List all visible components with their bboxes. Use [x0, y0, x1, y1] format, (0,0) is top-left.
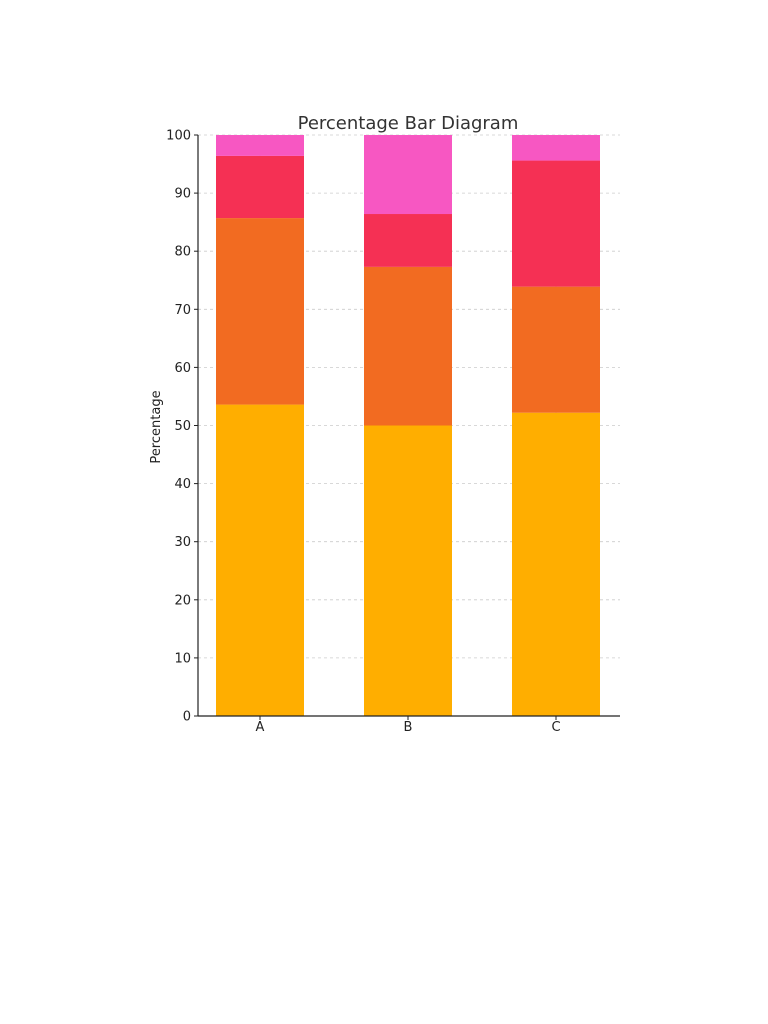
y-tick-label: 70 [174, 303, 191, 318]
y-tick-label: 0 [183, 710, 191, 725]
y-tick-label: 10 [174, 651, 191, 666]
bar-segment [512, 135, 600, 161]
bar-segment [364, 135, 452, 215]
y-tick-label: 30 [174, 535, 191, 550]
bar-segment [512, 412, 600, 716]
bar-segment [216, 218, 304, 405]
y-tick-label: 60 [174, 361, 191, 376]
y-tick-label: 100 [166, 129, 191, 144]
y-tick-label: 90 [174, 187, 191, 202]
x-tick-label: B [404, 720, 413, 735]
bar-segment [364, 266, 452, 426]
bar-segment [216, 135, 304, 156]
bar-segment [512, 286, 600, 413]
bar-segment [216, 155, 304, 219]
chart-title: Percentage Bar Diagram [298, 113, 519, 134]
bar-stacks [216, 135, 600, 716]
bar-segment [364, 425, 452, 716]
y-tick-label: 20 [174, 593, 191, 608]
y-tick-labels: 0 10 20 30 40 50 60 70 80 90 100 [166, 129, 198, 725]
bar-segment [512, 160, 600, 287]
y-tick-label: 40 [174, 477, 191, 492]
bar-segment [216, 404, 304, 716]
bar-segment [364, 214, 452, 267]
y-axis-label: Percentage [149, 390, 164, 463]
y-tick-label: 50 [174, 419, 191, 434]
y-tick-label: 80 [174, 245, 191, 260]
x-tick-label: A [256, 720, 265, 735]
x-tick-label: C [551, 720, 560, 735]
x-tick-labels: A B C [256, 716, 561, 735]
